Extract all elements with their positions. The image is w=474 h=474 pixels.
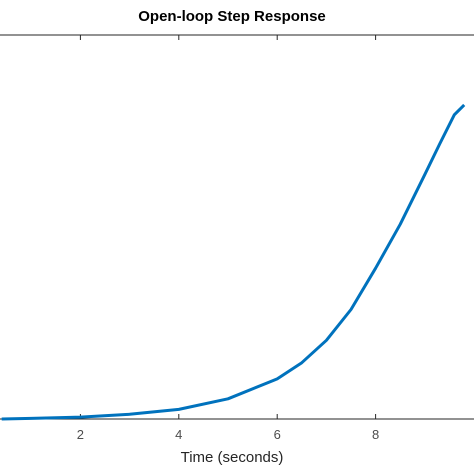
x-tick-label: 2 xyxy=(77,427,84,442)
chart-title: Open-loop Step Response xyxy=(138,8,326,25)
x-tick-label: 6 xyxy=(274,427,281,442)
x-axis-label: Time (seconds) xyxy=(181,449,284,466)
axes xyxy=(0,34,474,420)
x-tick-label: 4 xyxy=(175,427,182,442)
x-tick-label: 8 xyxy=(372,427,379,442)
x-ticks: 2 4 6 8 xyxy=(77,35,379,442)
series-line xyxy=(1,103,466,421)
plot-lines xyxy=(1,103,466,421)
